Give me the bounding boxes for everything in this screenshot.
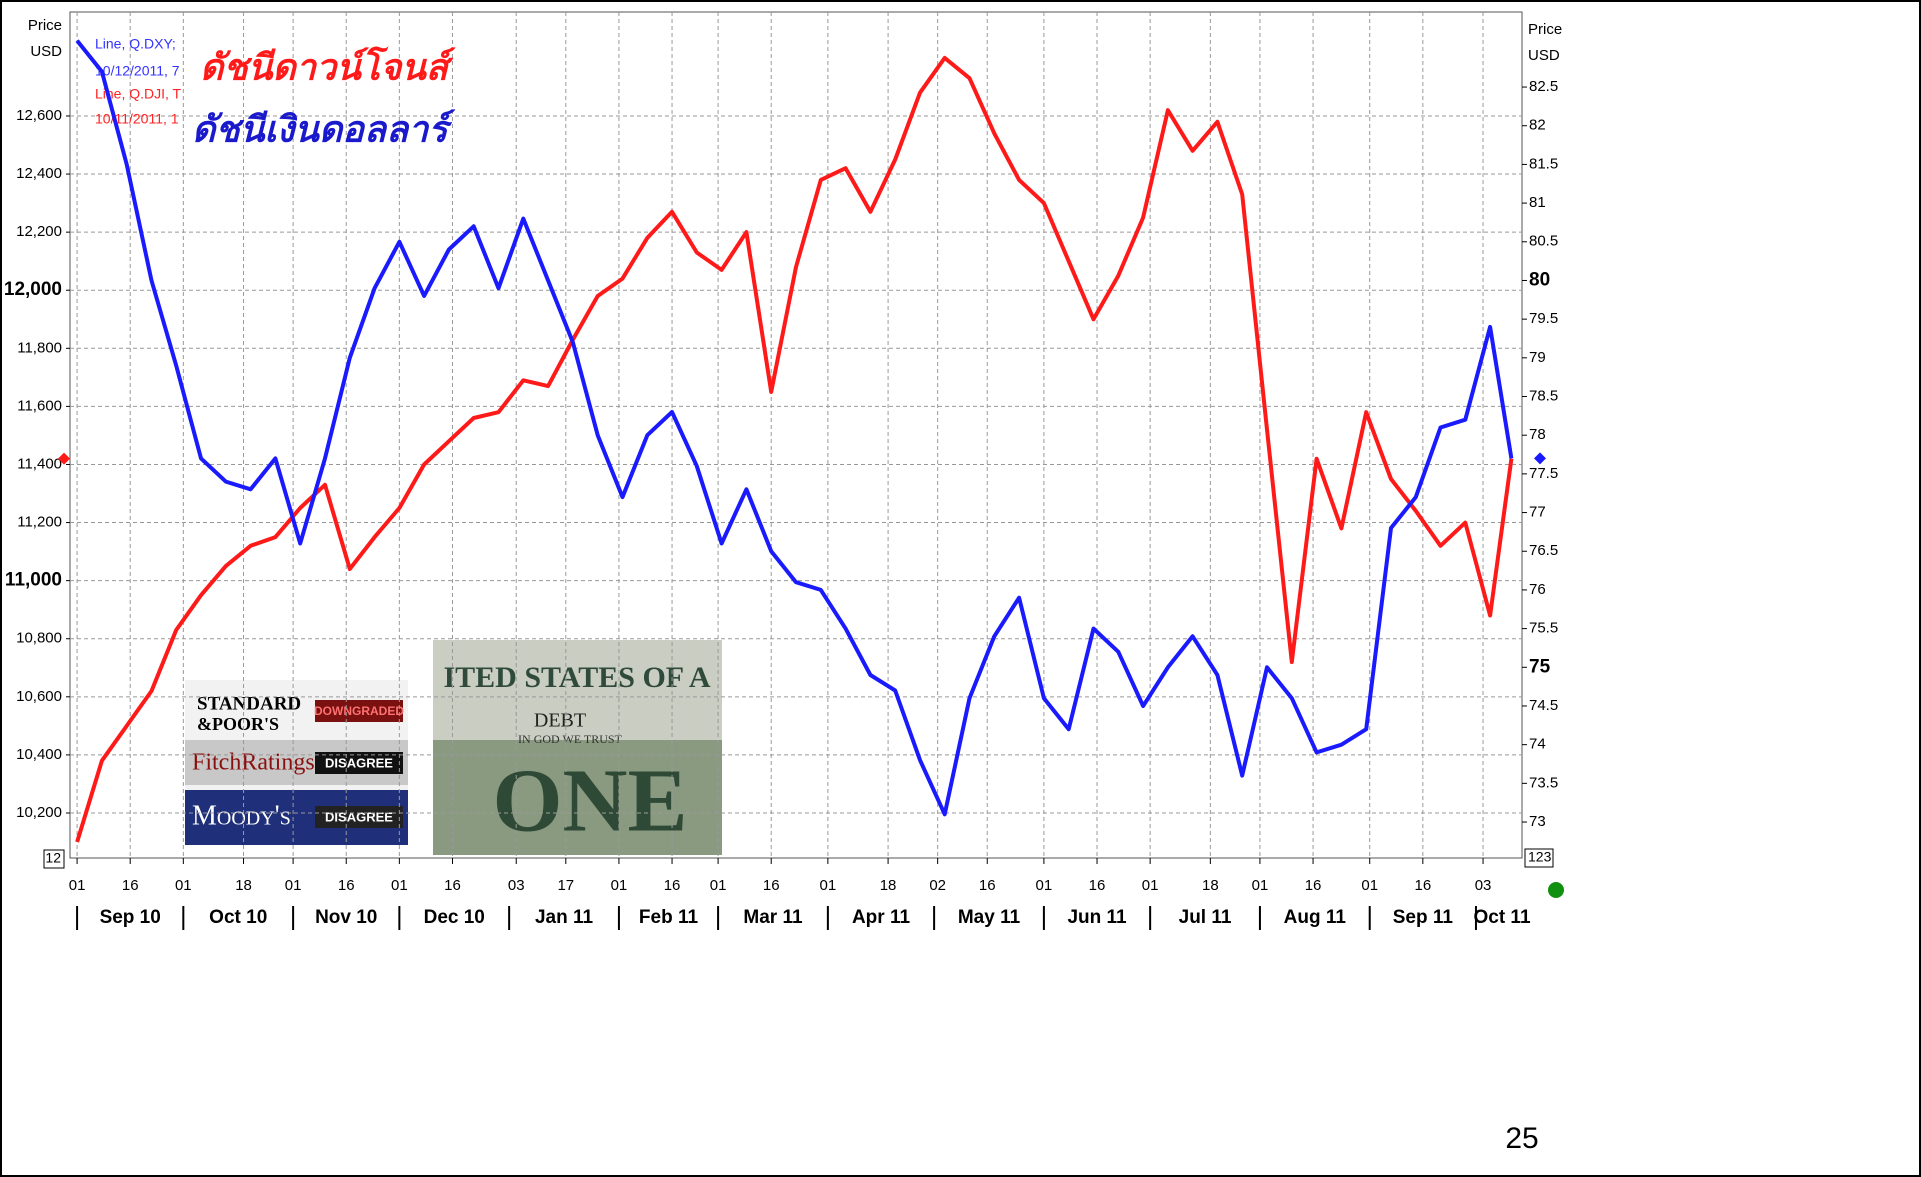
y-tick-label: 11,400 [17, 455, 62, 472]
x-tick-label: 16 [979, 877, 996, 894]
y-tick-label: 12,400 [16, 165, 62, 182]
y-tick-label: 11,600 [17, 397, 62, 414]
y-axis-label: USD [30, 43, 62, 60]
month-label: Aug 11 [1284, 907, 1347, 928]
y-corner-label: 12 [45, 850, 61, 866]
x-tick-label: 16 [338, 877, 355, 894]
x-tick-label: 03 [508, 877, 525, 894]
y2-tick-label: 80 [1529, 269, 1550, 290]
y-tick-label: 10,800 [16, 630, 62, 647]
y2-tick-label: 73.5 [1529, 774, 1558, 791]
month-label: Apr 11 [852, 907, 911, 928]
y2-axis-label: Price [1528, 21, 1562, 38]
y2-tick-label: 82.5 [1529, 78, 1558, 95]
month-label: May 11 [958, 907, 1021, 928]
y2-tick-label: 78.5 [1529, 387, 1558, 404]
month-label: Oct 11 [1473, 907, 1530, 928]
y2-tick-label: 74 [1529, 736, 1546, 753]
x-tick-label: 01 [285, 877, 302, 894]
inset-text: IN GOD WE TRUST [518, 732, 623, 746]
y2-tick-label: 82 [1529, 117, 1546, 134]
x-tick-label: 03 [1475, 877, 1492, 894]
inset-text: DISAGREE [325, 755, 393, 770]
x-tick-label: 16 [122, 877, 139, 894]
y2-tick-label: 81 [1529, 194, 1546, 211]
inset-text: DOWNGRADED [314, 704, 404, 718]
y2-tick-label: 80.5 [1529, 233, 1558, 250]
y2-tick-label: 76.5 [1529, 542, 1558, 559]
month-label: Sep 11 [1393, 907, 1454, 928]
x-tick-label: 18 [235, 877, 252, 894]
x-tick-label: 16 [1414, 877, 1431, 894]
x-tick-label: 18 [880, 877, 897, 894]
y2-tick-label: 76 [1529, 581, 1546, 598]
x-tick-label: 01 [69, 877, 86, 894]
month-label: Jul 11 [1179, 907, 1232, 928]
x-tick-label: 01 [1361, 877, 1378, 894]
annotation: ดัชนีดาวน์โจนส์ [200, 46, 456, 88]
chart: STANDARD &POOR'S DOWNGRADED FitchRatings… [0, 0, 1921, 1177]
y2-corner-label: 123 [1528, 849, 1552, 865]
inset-text: &POOR'S [197, 714, 279, 734]
x-tick-label: 17 [557, 877, 574, 894]
y-tick-label: 11,200 [17, 514, 62, 531]
y-tick-label: 12,200 [16, 223, 62, 240]
legend-text: 10/11/2011, 1 [95, 111, 179, 127]
x-tick-label: 01 [611, 877, 628, 894]
y2-tick-label: 74.5 [1529, 697, 1558, 714]
month-label: Oct 10 [209, 907, 267, 928]
x-tick-label: 18 [1202, 877, 1219, 894]
month-label: Mar 11 [743, 907, 803, 928]
x-tick-label: 16 [664, 877, 681, 894]
y2-tick-label: 79 [1529, 349, 1546, 366]
y-tick-label: 10,400 [16, 746, 62, 763]
month-label: Dec 10 [424, 907, 485, 928]
y2-tick-label: 73 [1529, 813, 1546, 830]
inset-text: Moody's [192, 800, 291, 831]
x-tick-label: 02 [929, 877, 946, 894]
x-tick-label: 01 [820, 877, 837, 894]
y-tick-label: 11,000 [5, 570, 62, 591]
y2-tick-label: 75 [1529, 656, 1551, 677]
page-border [1, 1, 1920, 1176]
month-label: Sep 10 [100, 907, 161, 928]
y-tick-label: 10,200 [16, 804, 62, 821]
x-tick-label: 16 [1305, 877, 1322, 894]
y2-tick-label: 75.5 [1529, 620, 1558, 637]
page-number: 25 [1505, 1122, 1538, 1155]
x-tick-label: 01 [1036, 877, 1053, 894]
y-tick-label: 11,800 [17, 339, 62, 356]
y2-tick-label: 79.5 [1529, 310, 1558, 327]
month-label: Nov 10 [315, 907, 377, 928]
month-label: Jun 11 [1067, 907, 1127, 928]
x-tick-label: 01 [391, 877, 408, 894]
y-tick-label: 12,000 [4, 279, 62, 300]
inset-text: DEBT [534, 710, 586, 732]
y2-tick-label: 81.5 [1529, 155, 1558, 172]
inset-text: FitchRatings [192, 750, 315, 776]
legend-text: 10/12/2011, 7 [95, 63, 180, 79]
y2-tick-label: 77.5 [1529, 465, 1558, 482]
inset-text: DISAGREE [325, 809, 393, 824]
x-tick-label: 01 [175, 877, 192, 894]
month-label: Jan 11 [535, 907, 594, 928]
y2-tick-label: 77 [1529, 504, 1546, 521]
x-tick-label: 16 [763, 877, 780, 894]
x-tick-label: 16 [444, 877, 461, 894]
inset-text: ONE [492, 752, 687, 851]
y-axis-label: Price [28, 17, 62, 34]
x-tick-label: 16 [1089, 877, 1106, 894]
inset-text: ITED STATES OF A [443, 661, 710, 694]
legend-text: Line, Q.DXY; [95, 36, 176, 52]
y-tick-label: 12,600 [16, 107, 62, 124]
y2-axis-label: USD [1528, 47, 1560, 64]
status-dot [1548, 882, 1564, 898]
x-tick-label: 01 [1252, 877, 1269, 894]
x-tick-label: 01 [1142, 877, 1159, 894]
y-tick-label: 10,600 [16, 688, 62, 705]
annotation: ดัชนีเงินดอลลาร์ [192, 109, 456, 150]
y2-tick-label: 78 [1529, 426, 1546, 443]
x-tick-label: 01 [710, 877, 727, 894]
month-label: Feb 11 [639, 907, 699, 928]
